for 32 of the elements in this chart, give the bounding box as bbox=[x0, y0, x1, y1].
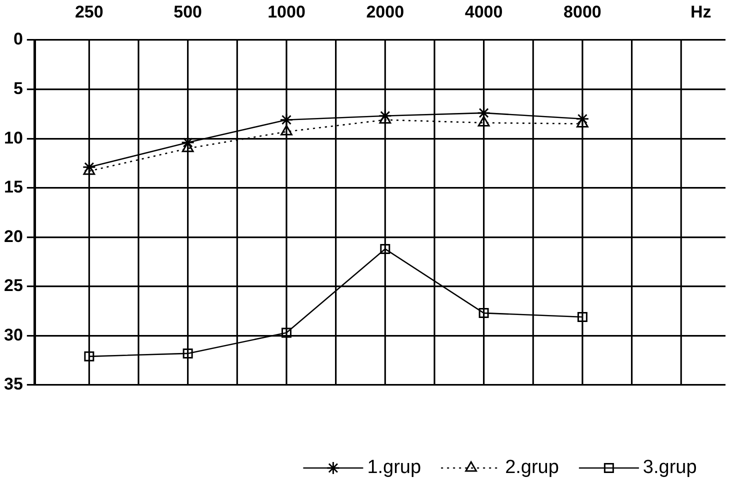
y-tick-label: 20 bbox=[4, 226, 23, 246]
legend-label: 3.grup bbox=[642, 457, 697, 478]
y-tick-label: 35 bbox=[4, 374, 23, 394]
point bbox=[82, 160, 96, 174]
x-tick-label: 4000 bbox=[464, 2, 503, 22]
point bbox=[378, 109, 392, 123]
x-tick-label: 8000 bbox=[564, 2, 602, 22]
point bbox=[576, 112, 590, 126]
x-tick-label: 1000 bbox=[268, 2, 306, 22]
y-tick-label: 15 bbox=[4, 178, 23, 197]
point bbox=[281, 328, 292, 338]
y-tick-label: 10 bbox=[4, 128, 23, 148]
point bbox=[478, 308, 489, 318]
point bbox=[478, 116, 490, 127]
y-tick-label: 5 bbox=[13, 78, 23, 98]
x-axis-title: Hz bbox=[690, 2, 712, 22]
point bbox=[280, 113, 294, 127]
x-tick-label: 500 bbox=[174, 2, 202, 22]
point bbox=[182, 348, 193, 358]
y-tick-label: 30 bbox=[4, 325, 23, 344]
y-tick-label: 25 bbox=[4, 276, 23, 296]
point bbox=[280, 124, 292, 136]
x-tick-label: 250 bbox=[74, 2, 104, 22]
x-tick-label: 2000 bbox=[366, 2, 404, 22]
y-tick-label: 0 bbox=[13, 30, 23, 49]
legend-label: 1.grup bbox=[367, 457, 422, 478]
point bbox=[577, 312, 588, 322]
point bbox=[380, 244, 390, 254]
legend-label: 2.grup bbox=[505, 457, 559, 478]
point bbox=[477, 106, 491, 120]
point bbox=[84, 351, 94, 362]
point bbox=[181, 136, 195, 150]
